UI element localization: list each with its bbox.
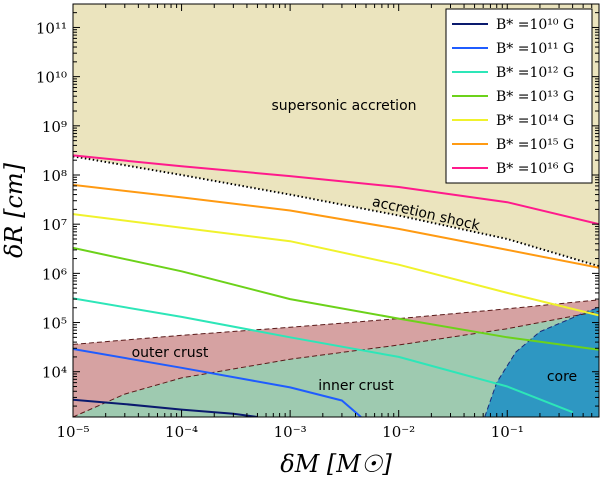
y-tick-label: 10⁸ — [42, 167, 67, 185]
plot-frame — [72, 3, 600, 418]
series-line-6 — [73, 154, 599, 226]
legend-label: B* =10¹² G — [496, 65, 574, 81]
series-line-0 — [73, 398, 258, 417]
outer-crust-boundary — [73, 299, 599, 345]
series-line-3 — [73, 246, 599, 351]
y-axis-label: δR [cm] — [0, 162, 28, 258]
series-line-5 — [73, 183, 599, 269]
axes: 10⁻⁵ 10⁻⁴ 10⁻³ 10⁻² 10⁻¹ 10⁴ 10⁵ 10⁶ 10⁷ 10⁸ 10⁹ 10… — [0, 3, 600, 478]
y-tick-label: 10¹⁰ — [36, 69, 67, 87]
curves — [73, 154, 599, 417]
legend-label: B* =10¹⁴ G — [496, 113, 574, 129]
y-tick-label: 10⁵ — [42, 315, 67, 333]
series-line-4 — [73, 213, 599, 317]
x-tick-label: 10⁻⁴ — [165, 423, 198, 441]
x-axis-label: δM [M☉] — [280, 450, 392, 478]
y-tick-label: 10⁹ — [42, 118, 67, 136]
x-tick-label: 10⁻² — [382, 423, 415, 441]
legend-label: B* =10¹⁰ G — [496, 17, 574, 33]
series-line-2 — [73, 297, 573, 414]
y-tick-label: 10¹¹ — [36, 19, 67, 37]
x-tick-label: 10⁻³ — [274, 423, 307, 441]
legend: B* =10¹⁰ G B* =10¹¹ G B* =10¹² G B* =10¹³ G… — [445, 8, 593, 184]
supersonic-accretion-label: supersonic accretion — [271, 98, 416, 114]
legend-label: B* =10¹³ G — [496, 89, 574, 105]
legend-label: B* =10¹⁵ G — [496, 137, 574, 153]
x-tick-label: 10⁻¹ — [491, 423, 524, 441]
x-tick-label: 10⁻⁵ — [56, 423, 89, 441]
y-tick-label: 10⁴ — [42, 364, 67, 382]
outer-crust-label: outer crust — [132, 345, 209, 361]
series-line-1 — [73, 348, 362, 417]
legend-label: B* =10¹⁶ G — [496, 161, 574, 177]
legend-label: B* =10¹¹ G — [496, 41, 574, 57]
y-tick-label: 10⁷ — [42, 216, 67, 234]
inner-crust-region — [73, 311, 599, 417]
core-label: core — [547, 369, 577, 385]
y-tick-label: 10⁶ — [42, 265, 67, 283]
inner-crust-boundary — [73, 310, 599, 417]
inner-crust-label: inner crust — [318, 378, 394, 394]
